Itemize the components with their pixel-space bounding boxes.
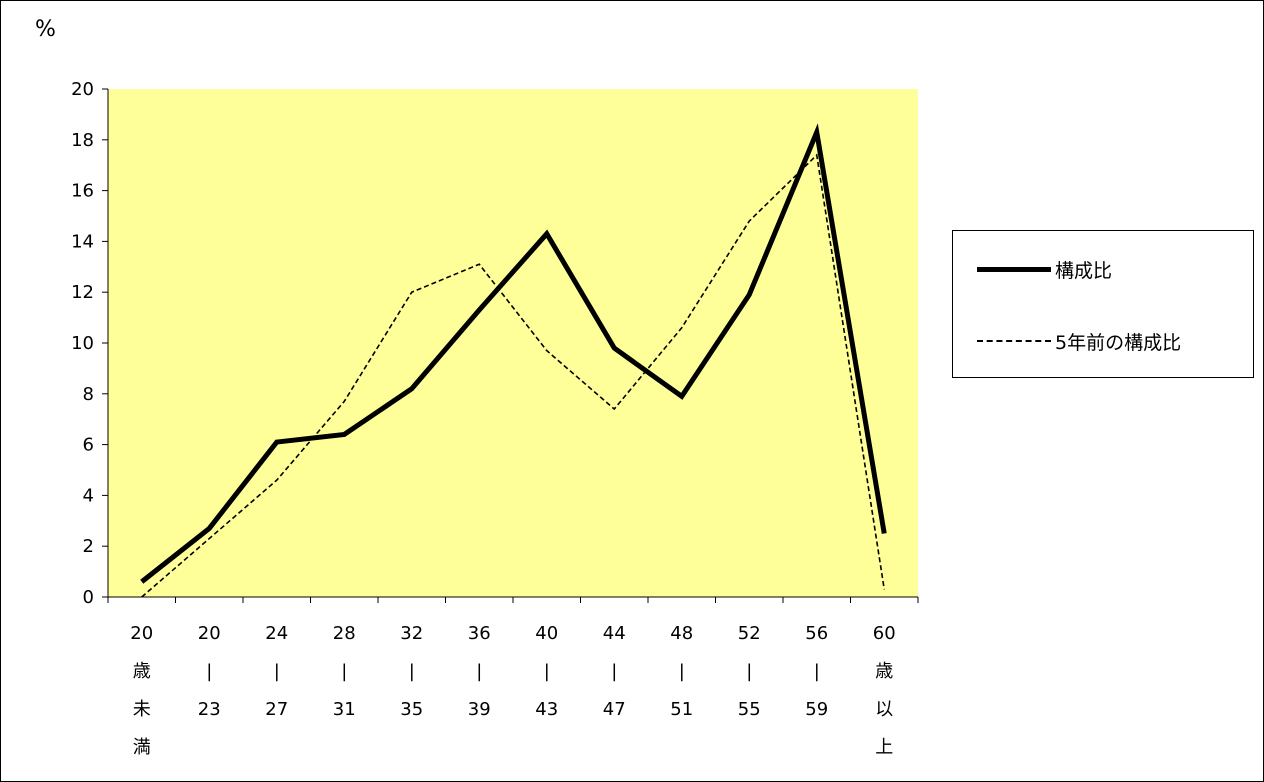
x-tick-label-line: 上 <box>875 737 893 758</box>
x-tick-label-line: 23 <box>198 699 221 720</box>
x-category-label: 24 | 27 <box>265 623 288 720</box>
x-tick-label-line: | <box>274 661 280 682</box>
legend-item-past: 5年前の構成比 <box>977 327 1181 355</box>
x-tick-label-line: | <box>679 661 685 682</box>
x-tick-label-line: 32 <box>400 623 423 644</box>
axes <box>102 88 919 603</box>
y-tick-label: 8 <box>83 384 94 405</box>
y-tick-label: 10 <box>71 333 94 354</box>
series-lines <box>140 123 887 598</box>
series-line-current <box>140 123 887 584</box>
x-category-label: 36 | 39 <box>468 623 491 720</box>
legend-label-past: 5年前の構成比 <box>1055 331 1182 354</box>
x-tick-label-line: 40 <box>535 623 558 644</box>
x-tick-label-line: 51 <box>670 699 693 720</box>
y-tick-label: 18 <box>71 130 94 151</box>
x-category-label: 20 | 23 <box>198 623 221 720</box>
x-tick-label-line: | <box>746 661 752 682</box>
legend-item-current: 構成比 <box>977 255 1112 283</box>
x-tick-label-line: | <box>476 661 482 682</box>
x-tick-label-line: 28 <box>333 623 356 644</box>
x-tick-label-line: 55 <box>738 699 761 720</box>
x-category-label: 20 歳未満 <box>130 623 153 758</box>
x-tick-label-line: 56 <box>805 623 828 644</box>
x-tick-label-line: 以 <box>875 699 893 720</box>
x-category-label: 48 | 51 <box>670 623 693 720</box>
x-tick-label-line: | <box>611 661 617 682</box>
x-category-label: 28 | 31 <box>333 623 356 720</box>
x-tick-label-line: 歳 <box>133 661 151 682</box>
x-tick-label-line: 43 <box>535 699 558 720</box>
x-tick-label-line: 35 <box>400 699 423 720</box>
x-tick-label-line: 59 <box>805 699 828 720</box>
x-tick-label-line: 47 <box>603 699 626 720</box>
x-tick-label-line: 満 <box>133 737 151 758</box>
y-tick-label: 16 <box>71 181 94 202</box>
x-tick-label-line: | <box>341 661 347 682</box>
y-tick-label: 0 <box>83 587 94 608</box>
x-tick-label-line: 36 <box>468 623 491 644</box>
y-tick-label: 2 <box>83 536 94 557</box>
y-unit-label: % <box>35 17 56 42</box>
x-tick-label-line: 44 <box>603 623 626 644</box>
x-tick-label-line: 31 <box>333 699 356 720</box>
x-tick-label-line: 27 <box>265 699 288 720</box>
x-category-label: 32 | 35 <box>400 623 423 720</box>
x-tick-label-line: 52 <box>738 623 761 644</box>
legend-swatch-dashed <box>977 340 1051 342</box>
x-tick-labels: 20歳未満20|2324|2728|3132|3536|3940|4344|47… <box>130 623 895 758</box>
x-tick-label-line: 歳 <box>875 661 893 682</box>
x-category-label: 52 | 55 <box>738 623 761 720</box>
x-tick-label-line: 39 <box>468 699 491 720</box>
x-tick-label-line: 48 <box>670 623 693 644</box>
x-tick-label-line: | <box>544 661 550 682</box>
x-category-label: 60 歳以上 <box>873 623 896 758</box>
x-tick-label-line: 20 <box>130 623 153 644</box>
x-category-label: 44 | 47 <box>603 623 626 720</box>
x-tick-label-line: | <box>814 661 820 682</box>
legend: 構成比 5年前の構成比 <box>952 230 1254 378</box>
y-tick-label: 20 <box>71 79 94 100</box>
x-category-label: 40 | 43 <box>535 623 558 720</box>
x-tick-label-line: 60 <box>873 623 896 644</box>
x-tick-label-line: 未 <box>133 699 151 720</box>
x-category-label: 56 | 59 <box>805 623 828 720</box>
x-tick-label-line: | <box>206 661 212 682</box>
series-line-past <box>141 153 886 598</box>
y-tick-label: 14 <box>71 231 94 252</box>
y-tick-label: 12 <box>71 282 94 303</box>
legend-swatch-solid <box>977 266 1051 272</box>
y-tick-label: 6 <box>83 435 94 456</box>
y-tick-label: 4 <box>83 485 94 506</box>
x-tick-label-line: | <box>409 661 415 682</box>
legend-label-current: 構成比 <box>1055 259 1113 282</box>
x-tick-label-line: 20 <box>198 623 221 644</box>
plot-area <box>108 89 918 597</box>
y-tick-labels: 0 2 4 6 8 10 12 14 16 18 20 <box>71 79 94 608</box>
x-tick-label-line: 24 <box>265 623 288 644</box>
